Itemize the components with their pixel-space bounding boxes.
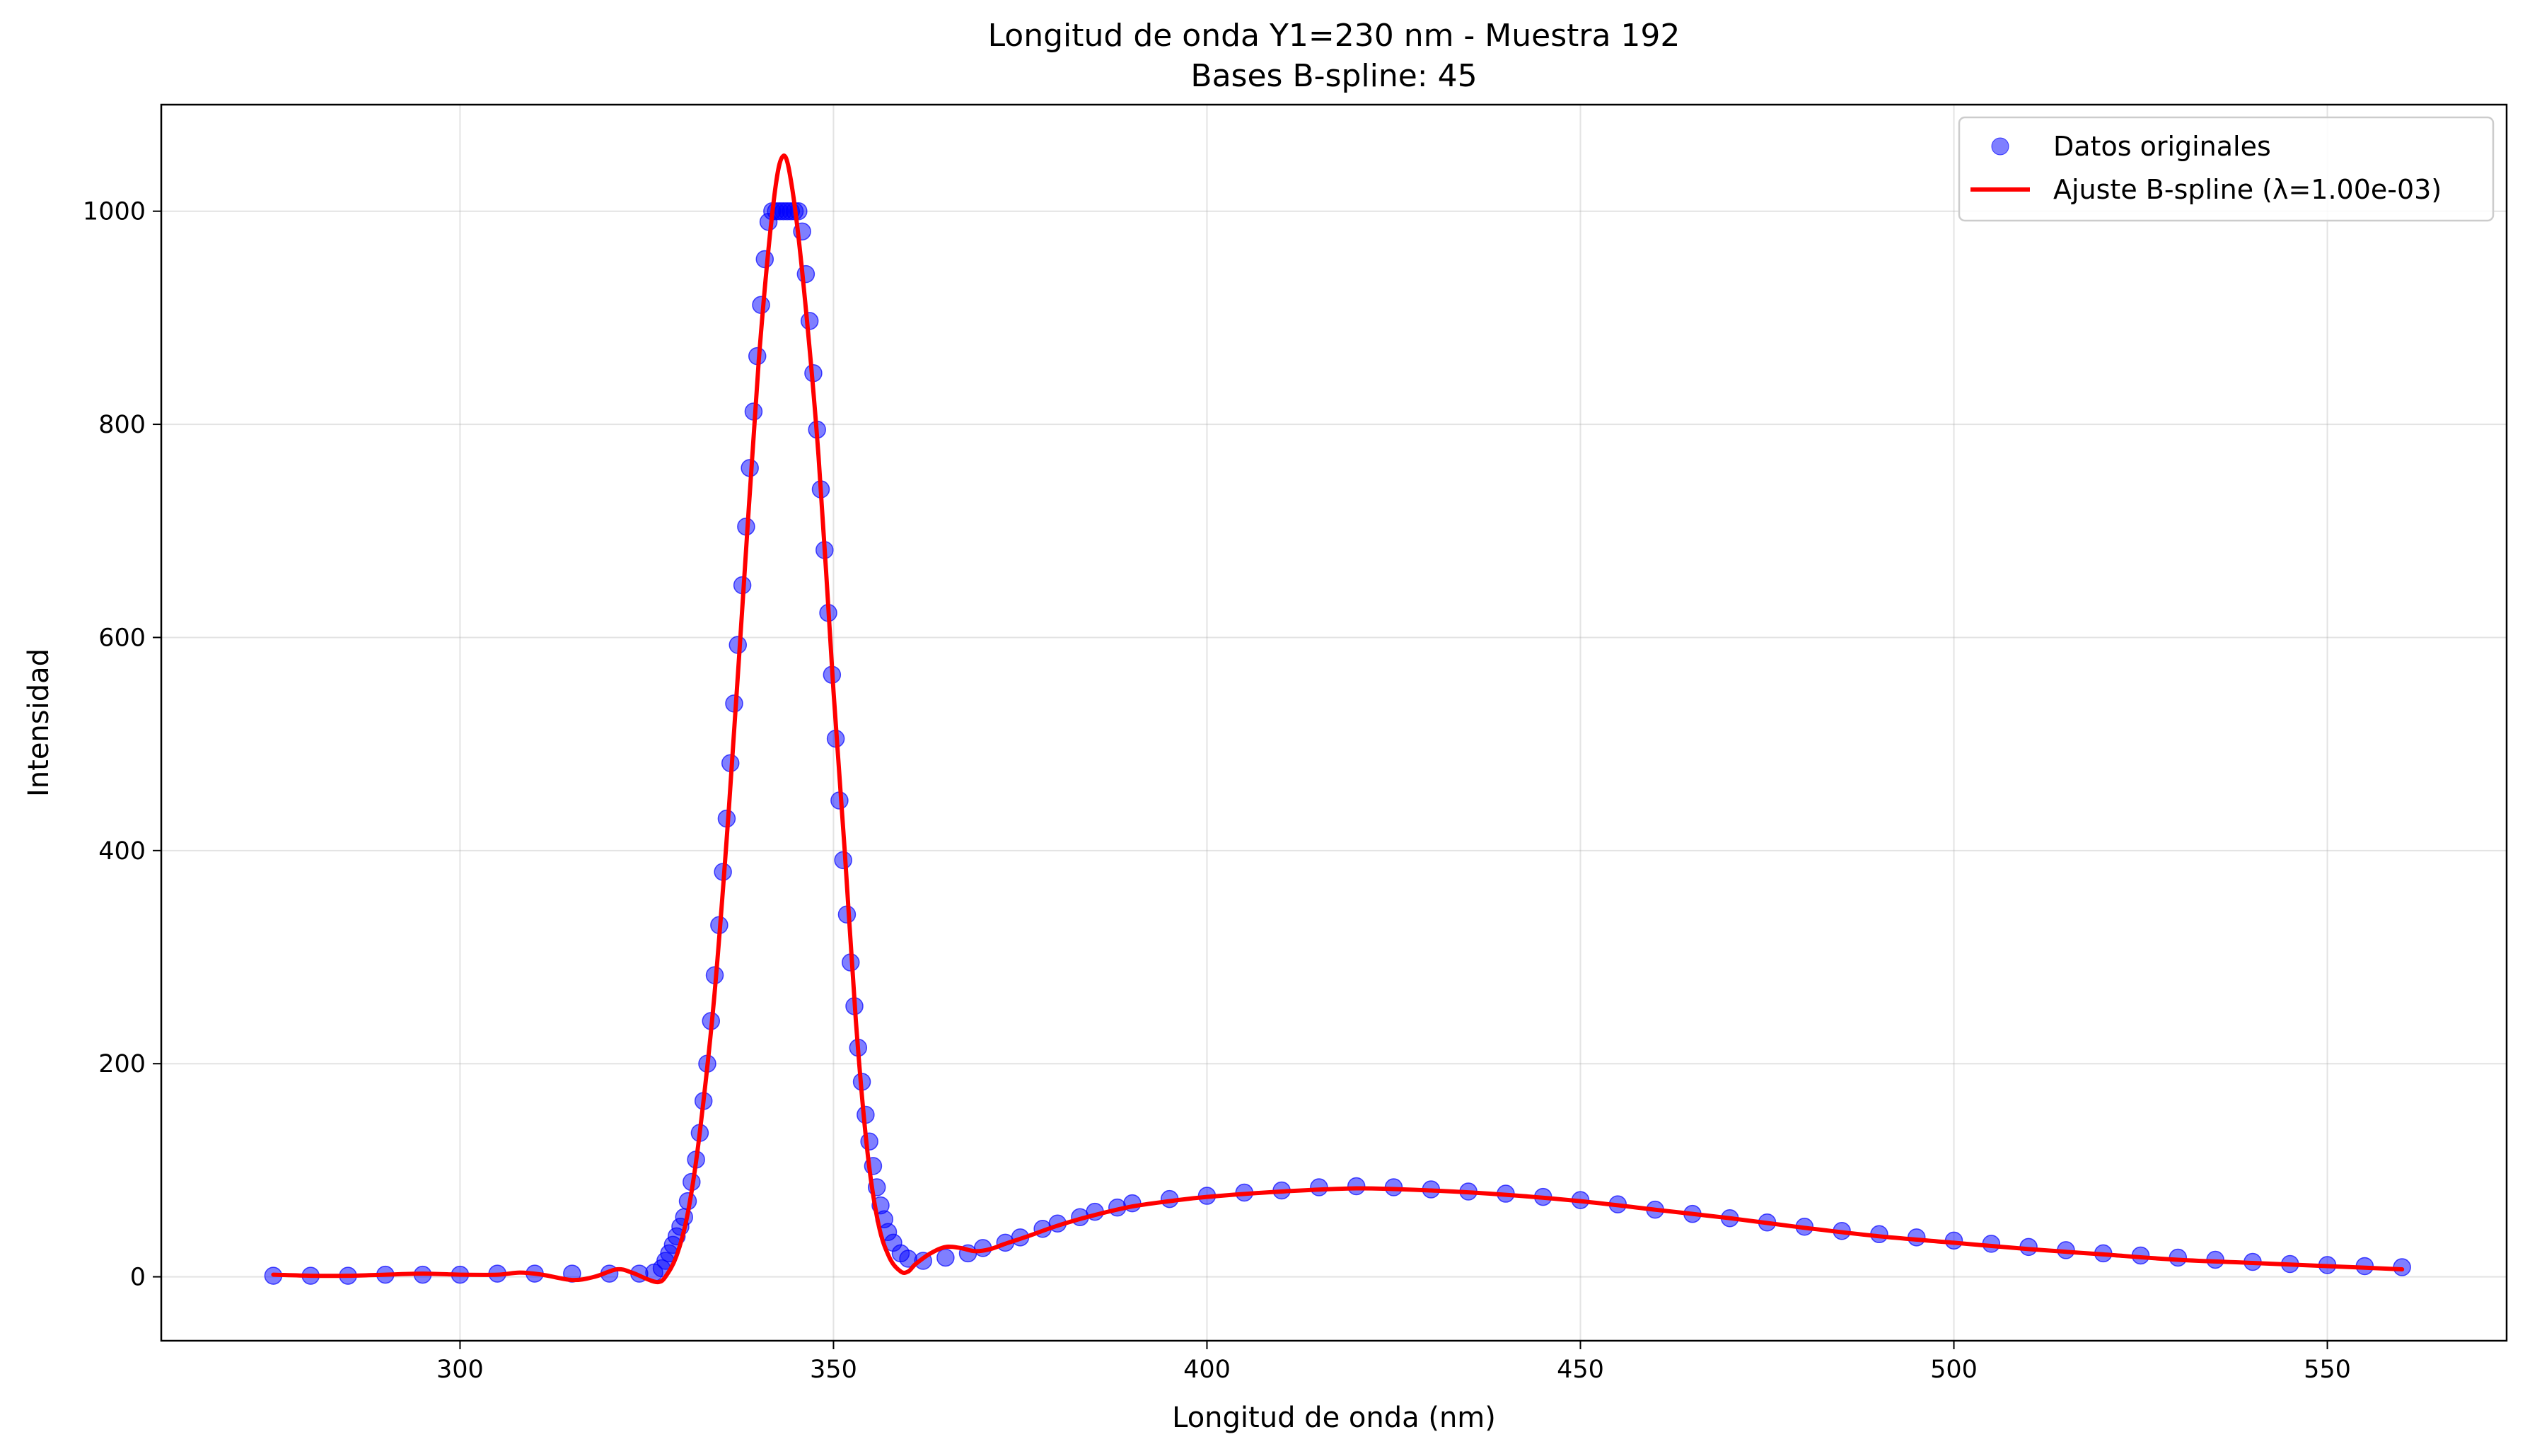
grid (161, 105, 2507, 1341)
x-tick-label: 350 (810, 1356, 857, 1384)
legend: Datos originales Ajuste B-spline (λ=1.00… (1958, 116, 2495, 222)
legend-marker-datos-originales (1991, 137, 2009, 156)
y-tick-label: 0 (130, 1264, 146, 1292)
y-tick-label: 800 (98, 411, 146, 439)
data-point (936, 1248, 955, 1267)
x-axis-label: Longitud de onda (nm) (1172, 1402, 1496, 1434)
legend-label-ajuste-bspline: Ajuste B-spline (λ=1.00e-03) (2053, 174, 2442, 205)
plot-frame (160, 103, 2508, 1342)
y-tick-label: 400 (98, 837, 146, 866)
x-tick-label: 500 (1930, 1356, 1978, 1384)
legend-label-datos-originales: Datos originales (2053, 131, 2271, 162)
y-axis-label: Intensidad (23, 648, 55, 797)
x-tick-label: 550 (2304, 1356, 2351, 1384)
y-tick-label: 600 (98, 624, 146, 652)
data-point (1347, 1177, 1366, 1196)
data-point (789, 202, 808, 221)
line-series-ajuste-bspline (271, 153, 2405, 1285)
x-tick-label: 400 (1183, 1356, 1231, 1384)
y-tick-label: 1000 (83, 198, 146, 226)
series-layer (264, 153, 2411, 1285)
x-axis-ticks: 300 350 400 450 500 550 (436, 1341, 2351, 1384)
x-tick-label: 450 (1557, 1356, 1604, 1384)
y-tick-label: 200 (98, 1050, 146, 1078)
legend-box (1958, 116, 2495, 222)
chart-subtitle: Bases B-spline: 45 (1190, 58, 1477, 94)
data-point (860, 1132, 878, 1151)
y-axis-ticks: 0 200 400 600 800 1000 (83, 198, 161, 1292)
chart-title: Longitud de onda Y1=230 nm - Muestra 192 (988, 18, 1681, 54)
data-point (755, 250, 774, 269)
x-tick-label: 300 (436, 1356, 484, 1384)
